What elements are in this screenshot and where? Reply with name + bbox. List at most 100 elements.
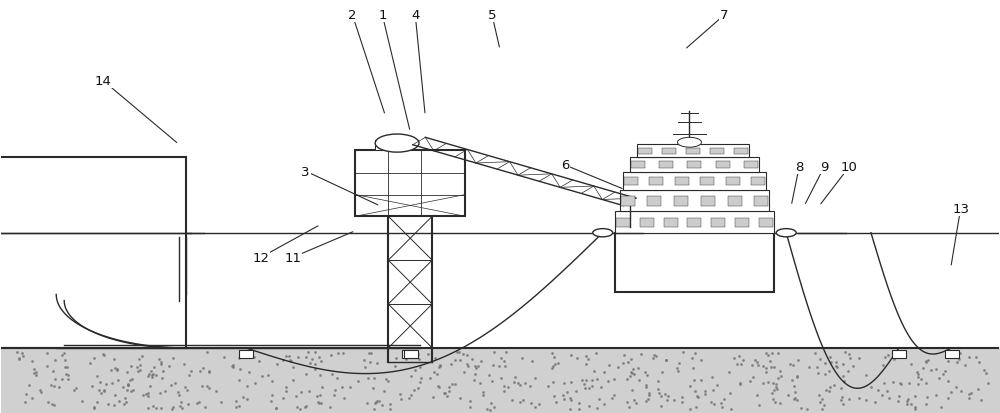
Point bbox=[733, 361, 749, 367]
Point bbox=[641, 389, 657, 396]
Point bbox=[626, 396, 642, 403]
Point bbox=[430, 383, 446, 389]
Point bbox=[563, 351, 579, 358]
Point bbox=[146, 364, 162, 370]
Bar bbox=[710, 149, 724, 154]
Point bbox=[382, 401, 398, 407]
Point bbox=[231, 354, 247, 361]
Point bbox=[918, 401, 934, 407]
Point bbox=[624, 370, 640, 377]
Point bbox=[163, 382, 179, 389]
Point bbox=[763, 364, 779, 370]
Point bbox=[330, 350, 346, 356]
Point bbox=[524, 357, 540, 364]
Point bbox=[360, 375, 376, 381]
Bar bbox=[640, 218, 654, 228]
Point bbox=[26, 366, 42, 373]
Point bbox=[437, 390, 453, 396]
Point bbox=[401, 395, 417, 401]
Point bbox=[47, 357, 63, 364]
Point bbox=[497, 363, 513, 370]
Point bbox=[285, 377, 301, 383]
Point bbox=[893, 380, 909, 387]
Point bbox=[17, 399, 33, 406]
Point bbox=[246, 354, 262, 361]
Point bbox=[60, 372, 76, 379]
Point bbox=[152, 390, 168, 396]
Bar bbox=[637, 145, 749, 157]
Point bbox=[96, 387, 112, 393]
Point bbox=[714, 404, 730, 410]
Point bbox=[556, 380, 572, 387]
Point bbox=[84, 382, 100, 389]
Point bbox=[459, 352, 475, 359]
Point bbox=[726, 355, 742, 361]
Point bbox=[758, 365, 774, 372]
Point bbox=[562, 406, 578, 413]
Point bbox=[309, 393, 325, 399]
Point bbox=[290, 354, 306, 360]
Text: 1: 1 bbox=[378, 9, 387, 22]
Point bbox=[57, 357, 73, 363]
Point bbox=[59, 364, 75, 370]
Point bbox=[451, 349, 467, 356]
Point bbox=[491, 363, 507, 370]
Point bbox=[153, 361, 169, 367]
Point bbox=[118, 399, 134, 405]
Point bbox=[821, 388, 837, 394]
Point bbox=[484, 378, 500, 385]
Point bbox=[648, 353, 664, 359]
Point bbox=[801, 364, 817, 371]
Point bbox=[619, 399, 635, 406]
Bar bbox=[687, 218, 701, 228]
Bar bbox=[726, 178, 740, 186]
Point bbox=[410, 351, 426, 358]
Point bbox=[697, 387, 713, 394]
Point bbox=[768, 384, 784, 390]
Point bbox=[749, 359, 765, 366]
Point bbox=[786, 383, 802, 390]
Point bbox=[54, 351, 70, 358]
Point bbox=[216, 354, 232, 361]
Point bbox=[132, 366, 148, 373]
Point bbox=[559, 389, 575, 396]
Point bbox=[506, 379, 522, 385]
Point bbox=[650, 385, 666, 392]
Bar bbox=[711, 218, 725, 228]
Point bbox=[283, 358, 299, 365]
Point bbox=[413, 375, 429, 381]
Point bbox=[514, 355, 530, 362]
Point bbox=[356, 357, 372, 363]
Point bbox=[96, 352, 112, 359]
Point bbox=[432, 363, 448, 369]
Point bbox=[98, 381, 114, 388]
Point bbox=[822, 384, 838, 390]
Point bbox=[658, 357, 674, 363]
Point bbox=[44, 400, 60, 407]
Point bbox=[943, 389, 959, 396]
Point bbox=[39, 350, 55, 357]
Point bbox=[452, 395, 468, 401]
Point bbox=[298, 403, 314, 409]
Text: 5: 5 bbox=[488, 9, 496, 22]
Point bbox=[826, 382, 842, 389]
Point bbox=[670, 367, 686, 374]
Point bbox=[555, 392, 571, 399]
Point bbox=[120, 381, 136, 387]
Point bbox=[462, 404, 478, 410]
Point bbox=[140, 392, 156, 399]
Point bbox=[789, 373, 805, 379]
Point bbox=[620, 359, 636, 366]
Point bbox=[374, 402, 390, 409]
Point bbox=[28, 369, 44, 375]
Point bbox=[174, 405, 190, 411]
Point bbox=[68, 385, 84, 391]
Point bbox=[899, 401, 915, 407]
Point bbox=[302, 359, 318, 366]
Bar bbox=[647, 197, 661, 206]
Point bbox=[268, 405, 284, 412]
Bar bbox=[945, 350, 959, 358]
Point bbox=[225, 362, 241, 368]
Point bbox=[835, 361, 851, 367]
Point bbox=[851, 395, 867, 401]
